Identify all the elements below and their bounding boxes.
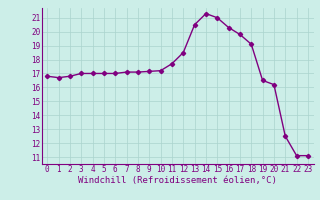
X-axis label: Windchill (Refroidissement éolien,°C): Windchill (Refroidissement éolien,°C) [78, 176, 277, 185]
